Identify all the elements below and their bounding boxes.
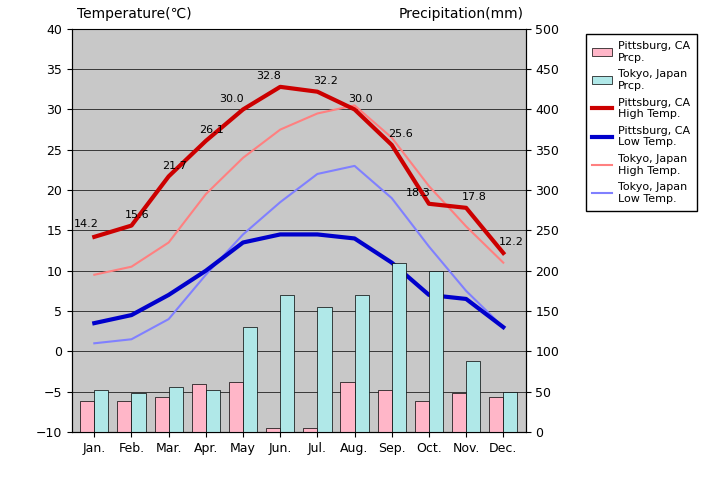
Bar <box>452 393 466 432</box>
Bar <box>280 295 294 432</box>
Text: 30.0: 30.0 <box>348 94 372 104</box>
Text: 21.7: 21.7 <box>162 161 186 171</box>
Text: 12.2: 12.2 <box>499 238 524 247</box>
Bar <box>192 384 206 432</box>
Bar <box>429 271 443 432</box>
Bar <box>503 392 518 432</box>
Text: 30.0: 30.0 <box>220 94 244 104</box>
Text: 18.3: 18.3 <box>405 188 430 198</box>
Bar <box>392 263 406 432</box>
Bar <box>489 396 503 432</box>
Text: 32.2: 32.2 <box>313 76 338 86</box>
Legend: Pittsburg, CA
Prcp., Tokyo, Japan
Prcp., Pittsburg, CA
High Temp., Pittsburg, CA: Pittsburg, CA Prcp., Tokyo, Japan Prcp.,… <box>585 35 697 211</box>
Bar <box>466 361 480 432</box>
Text: 26.1: 26.1 <box>199 125 224 135</box>
Bar <box>155 396 168 432</box>
Bar <box>354 295 369 432</box>
Text: 25.6: 25.6 <box>387 130 413 139</box>
Bar <box>266 428 280 432</box>
Text: 17.8: 17.8 <box>462 192 487 202</box>
Bar <box>206 390 220 432</box>
Bar <box>168 387 183 432</box>
Bar <box>94 390 109 432</box>
Bar <box>117 401 132 432</box>
Text: 14.2: 14.2 <box>73 218 99 228</box>
Bar <box>303 428 318 432</box>
Text: Temperature(℃): Temperature(℃) <box>76 7 192 21</box>
Bar <box>80 401 94 432</box>
Bar <box>132 393 145 432</box>
Text: 32.8: 32.8 <box>256 72 282 81</box>
Text: Precipitation(mm): Precipitation(mm) <box>399 7 523 21</box>
Text: 15.6: 15.6 <box>125 210 149 220</box>
Bar <box>377 390 392 432</box>
Bar <box>318 307 331 432</box>
Bar <box>341 382 354 432</box>
Bar <box>229 382 243 432</box>
Bar <box>243 327 257 432</box>
Bar <box>415 401 429 432</box>
